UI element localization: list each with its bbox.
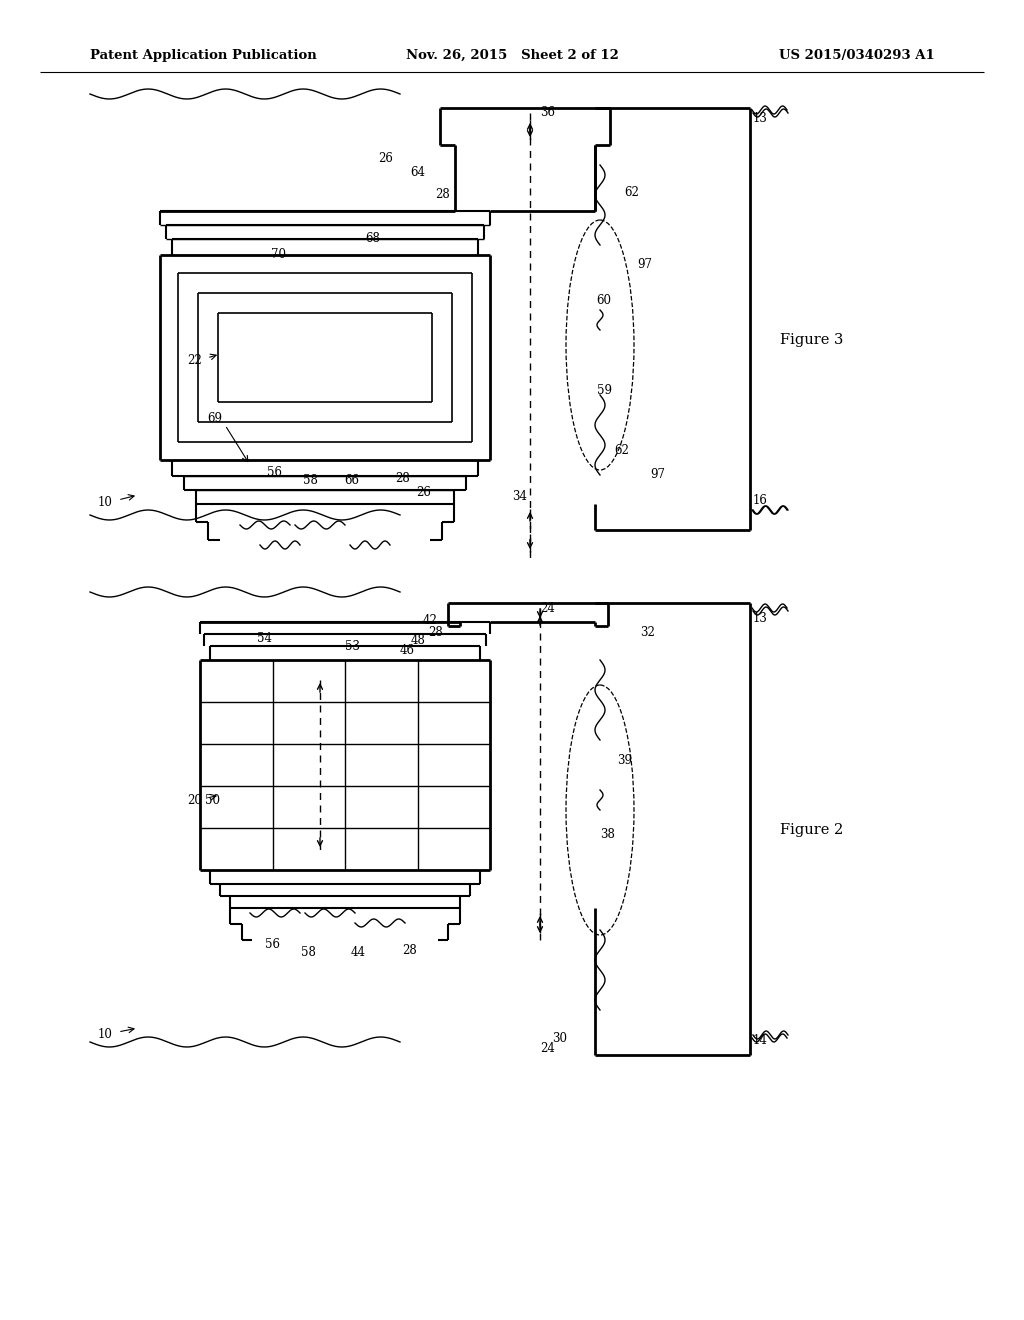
Text: 54: 54 — [256, 631, 271, 644]
Bar — [184, 477, 466, 490]
Bar — [172, 459, 478, 477]
Text: 56: 56 — [264, 939, 280, 952]
Text: 16: 16 — [753, 494, 767, 507]
Bar — [196, 490, 454, 504]
Bar — [230, 896, 460, 908]
Text: 66: 66 — [344, 474, 359, 487]
Text: 53: 53 — [344, 640, 359, 653]
Text: 28: 28 — [402, 944, 418, 957]
Text: Figure 3: Figure 3 — [780, 333, 844, 347]
Text: 24: 24 — [541, 602, 555, 615]
Text: 50: 50 — [205, 793, 219, 807]
Text: 28: 28 — [395, 471, 411, 484]
Text: 42: 42 — [423, 614, 437, 627]
Text: 48: 48 — [411, 634, 425, 647]
Bar — [449, 603, 608, 626]
Text: 58: 58 — [302, 474, 317, 487]
Bar — [204, 634, 486, 645]
Text: 13: 13 — [753, 611, 767, 624]
Text: 34: 34 — [512, 491, 527, 503]
Text: 69: 69 — [208, 412, 222, 425]
Text: 60: 60 — [597, 293, 611, 306]
Text: Patent Application Publication: Patent Application Publication — [90, 49, 316, 62]
Text: 10: 10 — [97, 1028, 113, 1041]
Bar — [455, 145, 595, 211]
Bar — [218, 313, 432, 403]
Text: 26: 26 — [379, 152, 393, 165]
Text: 97: 97 — [650, 469, 666, 482]
Text: US 2015/0340293 A1: US 2015/0340293 A1 — [779, 49, 935, 62]
Bar — [172, 239, 478, 255]
Text: 38: 38 — [600, 829, 615, 842]
Bar — [160, 255, 490, 459]
Text: 59: 59 — [597, 384, 611, 396]
Text: 22: 22 — [187, 354, 203, 367]
Text: 10: 10 — [97, 495, 113, 508]
Text: 39: 39 — [617, 754, 633, 767]
Text: 97: 97 — [638, 259, 652, 272]
Text: 46: 46 — [399, 644, 415, 656]
Text: 13: 13 — [753, 111, 767, 124]
Text: 56: 56 — [267, 466, 283, 479]
Text: 20: 20 — [187, 793, 203, 807]
Bar — [198, 293, 452, 422]
Bar — [220, 884, 470, 896]
Bar — [178, 273, 472, 442]
Bar — [595, 603, 750, 1055]
Bar — [160, 211, 490, 224]
Bar — [595, 108, 750, 531]
Text: 68: 68 — [366, 231, 381, 244]
Text: 14: 14 — [753, 1034, 767, 1047]
Text: 62: 62 — [614, 444, 630, 457]
Bar — [210, 645, 480, 660]
Bar — [200, 622, 490, 634]
Text: 70: 70 — [270, 248, 286, 261]
Bar — [200, 660, 490, 870]
Text: 64: 64 — [411, 165, 426, 178]
Text: 26: 26 — [417, 486, 431, 499]
Text: Figure 2: Figure 2 — [780, 822, 843, 837]
Bar — [210, 870, 480, 884]
Text: 30: 30 — [553, 1031, 567, 1044]
Bar — [440, 108, 610, 145]
Text: 28: 28 — [429, 627, 443, 639]
Text: 62: 62 — [625, 186, 639, 198]
Bar — [166, 224, 484, 239]
Text: 36: 36 — [541, 106, 555, 119]
Text: 32: 32 — [641, 626, 655, 639]
Text: 28: 28 — [435, 189, 451, 202]
Text: 44: 44 — [350, 945, 366, 958]
Text: 58: 58 — [301, 945, 315, 958]
Text: 24: 24 — [541, 1041, 555, 1055]
Text: Nov. 26, 2015   Sheet 2 of 12: Nov. 26, 2015 Sheet 2 of 12 — [406, 49, 618, 62]
Bar — [460, 622, 595, 626]
